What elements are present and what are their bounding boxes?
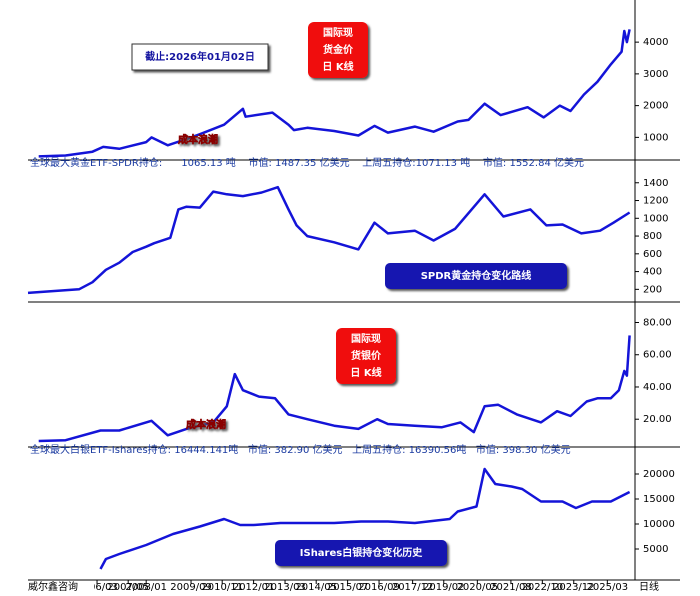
y-tick-label: 15000	[643, 494, 675, 505]
annotation: 成本浪潮	[178, 133, 218, 146]
x-tick-label: 2025/03	[587, 582, 629, 592]
y-tick-label: 1000	[643, 213, 668, 224]
unit: 日线	[639, 580, 659, 592]
badge-line: 国际现	[323, 27, 353, 39]
x-tick-label: 2019/02	[423, 582, 465, 592]
date-note: 截止:2026年01月02日	[145, 50, 255, 63]
source-bg	[28, 581, 94, 592]
info-line: 全球最大白银ETF-Ishares持仓: 16444.141吨 市值: 382.…	[30, 443, 571, 456]
x-tick-label: 2017/12	[392, 582, 434, 592]
x-tick-label: 2009/09	[170, 582, 212, 592]
x-tick-label: 2008/01	[125, 582, 167, 592]
y-tick-label: 200	[643, 284, 662, 295]
x-tick-label: 2023/12	[553, 582, 595, 592]
source: 威尔鑫咨询	[28, 580, 78, 592]
x-tick-label: 2015/07	[327, 582, 369, 592]
info-line: 全球最大黄金ETF-SPDR持仓: 1065.13 吨 市值: 1487.35 …	[30, 156, 584, 169]
y-tick-label: 20000	[643, 469, 675, 480]
price-line	[99, 467, 631, 570]
label-box	[275, 540, 447, 566]
badge-line: 货银价	[351, 349, 382, 362]
badge-box	[308, 22, 368, 78]
x-tick-label: 2010/11	[201, 582, 243, 592]
x-tick-label: 2020/05	[457, 582, 499, 592]
y-tick-label: 800	[643, 231, 662, 242]
x-tick-label: 2014/05	[295, 582, 337, 592]
y-tick-label: 40.00	[643, 382, 672, 393]
y-tick-label: 1200	[643, 196, 668, 207]
x-tick-label: 2013/03	[264, 582, 306, 592]
y-tick-label: 3000	[643, 69, 668, 80]
price-line	[38, 29, 631, 158]
date-box	[131, 43, 269, 71]
annotation: SPDR黄金持仓变化路线	[421, 269, 532, 282]
badge-line: 国际现	[351, 333, 381, 345]
y-tick-label: 5000	[643, 544, 668, 555]
y-tick-label: 80.00	[643, 318, 672, 329]
y-tick-label: 20.00	[643, 414, 672, 425]
x-tick-label: 2022/10	[522, 582, 564, 592]
label-box	[385, 263, 567, 289]
y-tick-label: 400	[643, 267, 662, 278]
badge-line: 货金价	[323, 43, 354, 56]
y-tick-label: 1400	[643, 178, 668, 189]
badge-box	[336, 328, 396, 384]
y-tick-label: 4000	[643, 37, 668, 48]
annotation: IShares白银持仓变化历史	[300, 546, 423, 559]
x-tick-label: 2007/05	[107, 582, 149, 592]
price-line	[38, 335, 631, 443]
annotation: 成本浪潮	[186, 418, 226, 431]
y-tick-label: 1000	[643, 132, 668, 143]
y-tick-label: 600	[643, 249, 662, 260]
y-tick-label: 60.00	[643, 350, 672, 361]
x-tick-label: 2006/03	[76, 582, 118, 592]
x-tick-label: 2021/08	[490, 582, 532, 592]
x-tick-label: 2012/01	[233, 582, 275, 592]
y-tick-label: 2000	[643, 101, 668, 112]
badge-line: 日 K线	[350, 366, 381, 379]
y-tick-label: 10000	[643, 519, 675, 530]
x-tick-label: 2016/09	[358, 582, 400, 592]
price-line	[27, 185, 631, 295]
badge-line: 日 K线	[322, 60, 353, 73]
